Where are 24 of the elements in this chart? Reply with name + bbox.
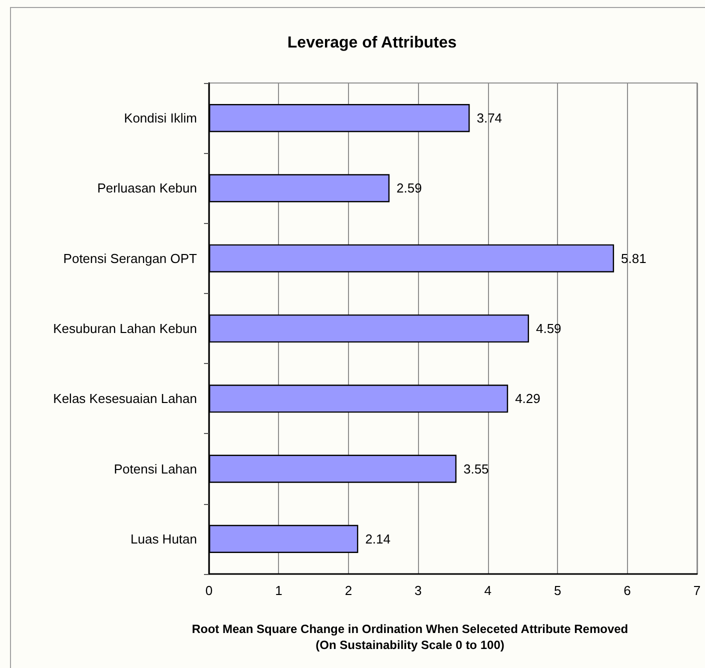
data-label: 2.14 <box>365 531 390 546</box>
y-tick-label: Potensi Serangan OPT <box>63 250 198 266</box>
x-tick-label: 2 <box>344 583 352 598</box>
chart-title: Leverage of Attributes <box>287 34 457 52</box>
y-tick-label: Potensi Lahan <box>114 461 197 476</box>
data-label: 3.74 <box>476 110 502 126</box>
x-tick-label: 1 <box>275 583 282 598</box>
x-axis-title: Root Mean Square Change in Ordination When Seleceted Attribute Removed (On Sustainability Scale 0 to 100) <box>192 622 628 652</box>
x-tick-label: 3 <box>414 583 422 598</box>
data-label: 4.59 <box>536 321 562 336</box>
data-label: 2.59 <box>396 180 422 196</box>
x-tick-label: 6 <box>624 583 631 598</box>
y-tick-label: Kondisi Iklim <box>124 110 197 126</box>
y-tick-label: Kesuburan Lahan Kebun <box>53 321 197 336</box>
data-label: 3.55 <box>463 461 489 476</box>
data-label: 5.81 <box>621 250 646 266</box>
x-tick-label: 5 <box>554 583 562 598</box>
x-tick-label: 0 <box>205 583 213 598</box>
x-tick-label: 7 <box>693 583 701 598</box>
y-tick-label: Kelas Kesesuaian Lahan <box>53 391 197 406</box>
x-tick-label: 4 <box>484 583 492 598</box>
y-tick-label: Perluasan Kebun <box>97 180 197 196</box>
data-label: 4.29 <box>515 391 540 406</box>
y-tick-label: Luas Hutan <box>130 531 197 546</box>
